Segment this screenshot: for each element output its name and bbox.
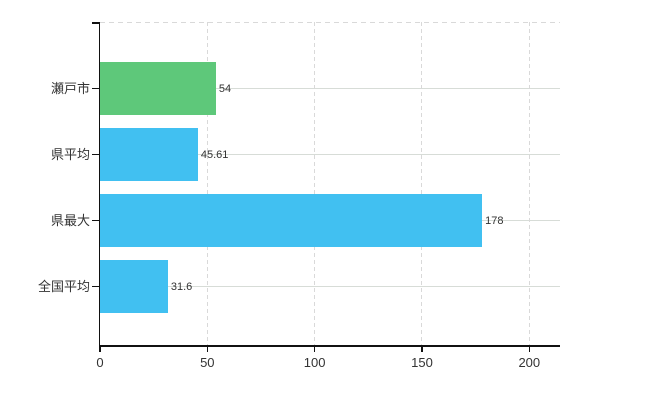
value-label: 178 (485, 214, 504, 227)
bar (100, 194, 483, 247)
x-axis-tick (313, 345, 316, 352)
bar (100, 128, 198, 181)
category-label: 全国平均 (37, 278, 90, 294)
gridline-vertical (314, 22, 316, 345)
y-axis-tick (91, 219, 99, 222)
category-label: 瀬戸市 (50, 80, 90, 96)
x-tick-label: 200 (518, 355, 541, 370)
y-axis-tick (91, 285, 99, 288)
value-label: 31.6 (170, 280, 193, 293)
gridline-vertical (528, 22, 530, 345)
category-label: 県最大 (50, 212, 90, 228)
x-axis-tick (99, 345, 101, 352)
x-axis-tick (421, 345, 423, 352)
gridline-vertical (206, 22, 208, 345)
x-tick-label: 0 (96, 355, 104, 370)
gridline-horizontal (100, 154, 560, 155)
x-axis-tick (206, 345, 209, 352)
y-axis-tick (91, 87, 99, 90)
y-axis-top-tick (91, 22, 99, 24)
bar (100, 62, 216, 115)
x-tick-label: 150 (411, 355, 433, 370)
gridline-horizontal (100, 88, 560, 89)
category-label: 県平均 (50, 146, 90, 162)
bar (100, 260, 168, 313)
x-tick-label: 100 (303, 355, 326, 370)
gridline-vertical (421, 22, 423, 345)
y-axis-tick (91, 153, 99, 156)
value-label: 54 (218, 82, 232, 95)
value-label: 45.61 (200, 148, 229, 161)
x-tick-label: 50 (200, 355, 215, 370)
x-axis-tick (528, 345, 531, 352)
plot-top-border (100, 22, 560, 23)
x-axis (100, 345, 560, 347)
gridline-horizontal (100, 286, 560, 287)
y-axis (98, 22, 100, 345)
